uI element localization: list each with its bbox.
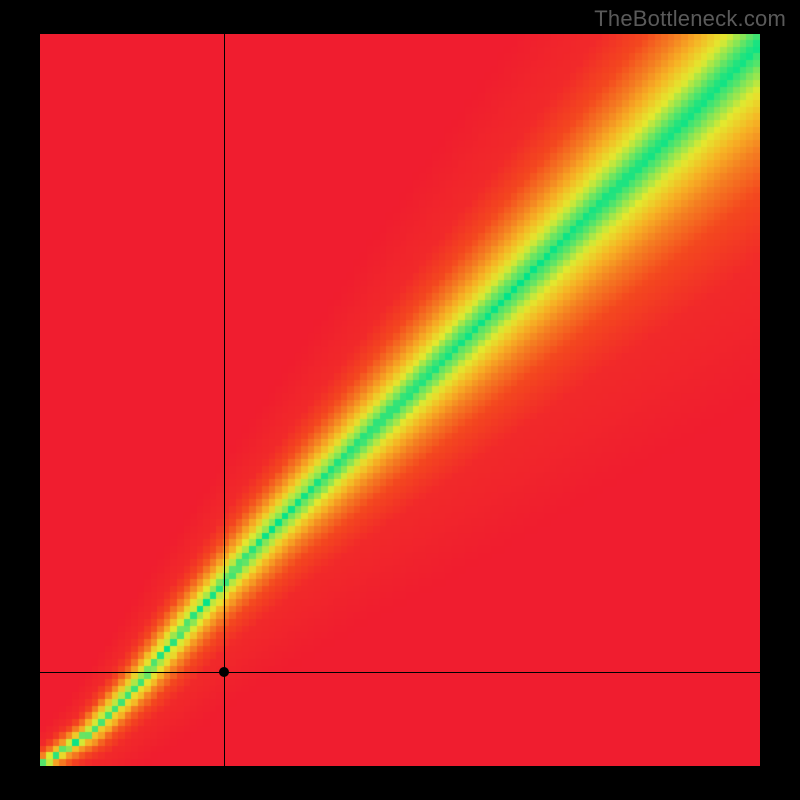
figure-container: TheBottleneck.com bbox=[0, 0, 800, 800]
bottleneck-heatmap bbox=[40, 34, 760, 766]
attribution-watermark: TheBottleneck.com bbox=[594, 6, 786, 32]
